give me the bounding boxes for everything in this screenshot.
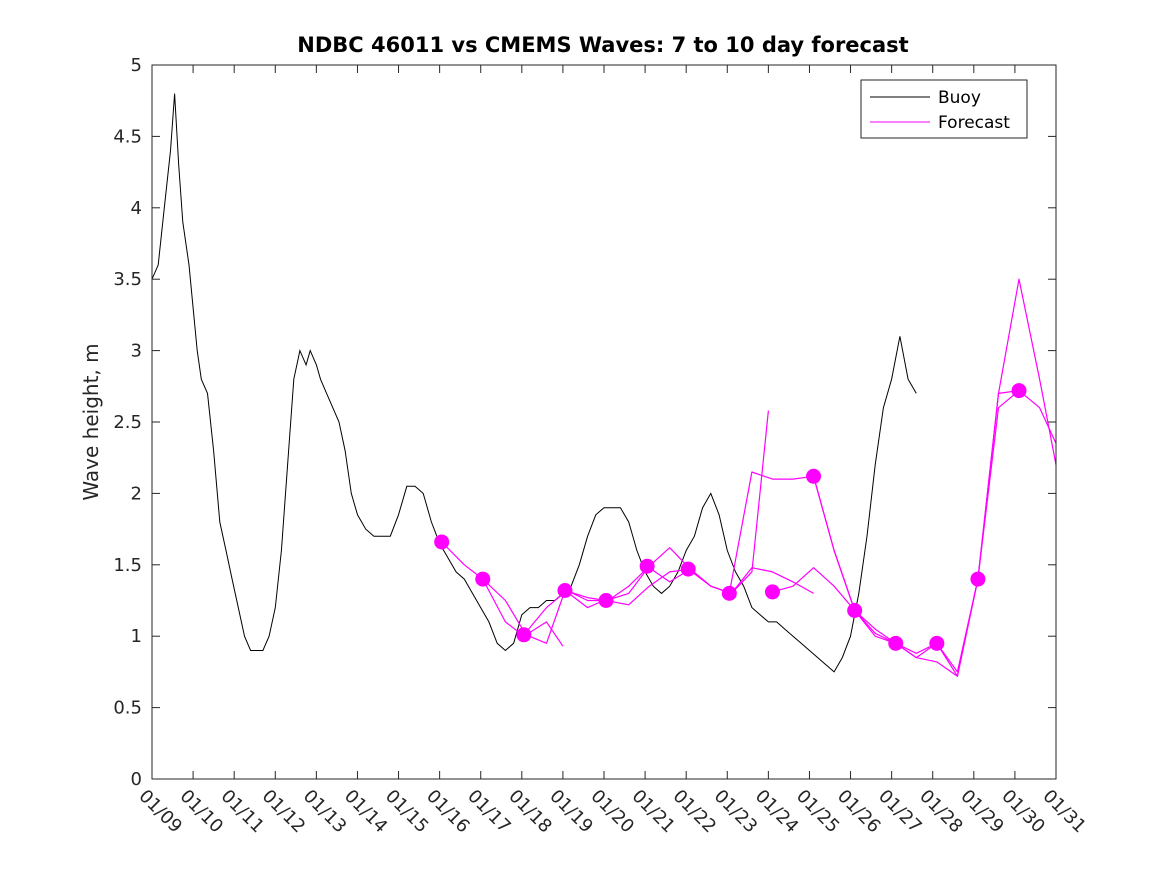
forecast-point	[434, 534, 450, 550]
y-tick-label: 5	[131, 55, 142, 76]
legend-box	[860, 79, 1028, 139]
forecast-line	[687, 567, 814, 594]
y-tick-label: 4.5	[113, 126, 142, 147]
buoy-series	[151, 93, 917, 673]
forecast-point	[929, 635, 945, 651]
forecast-point	[475, 571, 491, 587]
y-tick-label: 2	[131, 483, 142, 504]
forecast-points	[434, 383, 1027, 651]
y-axis-label: Wave height, m	[79, 343, 103, 500]
forecast-point	[721, 585, 737, 601]
forecast-point	[680, 561, 696, 577]
forecast-line	[564, 547, 691, 602]
forecast-point	[1011, 383, 1027, 399]
buoy-line	[151, 93, 917, 673]
forecast-point	[888, 635, 904, 651]
forecast-line	[441, 541, 564, 647]
y-tick-label: 2.5	[113, 412, 142, 433]
forecast-line	[482, 578, 605, 644]
y-tick-label: 0.5	[113, 698, 142, 719]
forecast-point	[516, 627, 532, 643]
y-tick-label: 1	[131, 626, 142, 647]
forecast-point	[847, 602, 863, 618]
legend-forecast-label: Forecast	[938, 113, 1010, 133]
y-tick-label: 1.5	[113, 555, 142, 576]
forecast-point	[970, 571, 986, 587]
forecast-line	[813, 476, 938, 654]
legend: Buoy Forecast	[860, 79, 1028, 139]
chart-title: NDBC 46011 vs CMEMS Waves: 7 to 10 day f…	[297, 33, 908, 57]
y-axis-ticks: 0 0.5 1 1.5 2 2.5 3 3.5 4 4.5 5	[113, 55, 1056, 790]
forecast-line	[523, 565, 650, 636]
y-tick-label: 4	[131, 198, 142, 219]
y-tick-label: 3	[131, 341, 142, 362]
forecast-point	[639, 558, 655, 574]
y-tick-label: 0	[131, 769, 142, 790]
forecast-point	[598, 593, 614, 608]
forecast-point	[764, 584, 780, 600]
forecast-point	[806, 468, 822, 484]
plot-area	[151, 64, 1057, 780]
y-tick-label: 3.5	[113, 269, 142, 290]
forecast-point	[557, 583, 573, 599]
legend-buoy-label: Buoy	[938, 88, 981, 108]
plot-background	[152, 65, 1056, 779]
forecast-line	[772, 567, 896, 644]
